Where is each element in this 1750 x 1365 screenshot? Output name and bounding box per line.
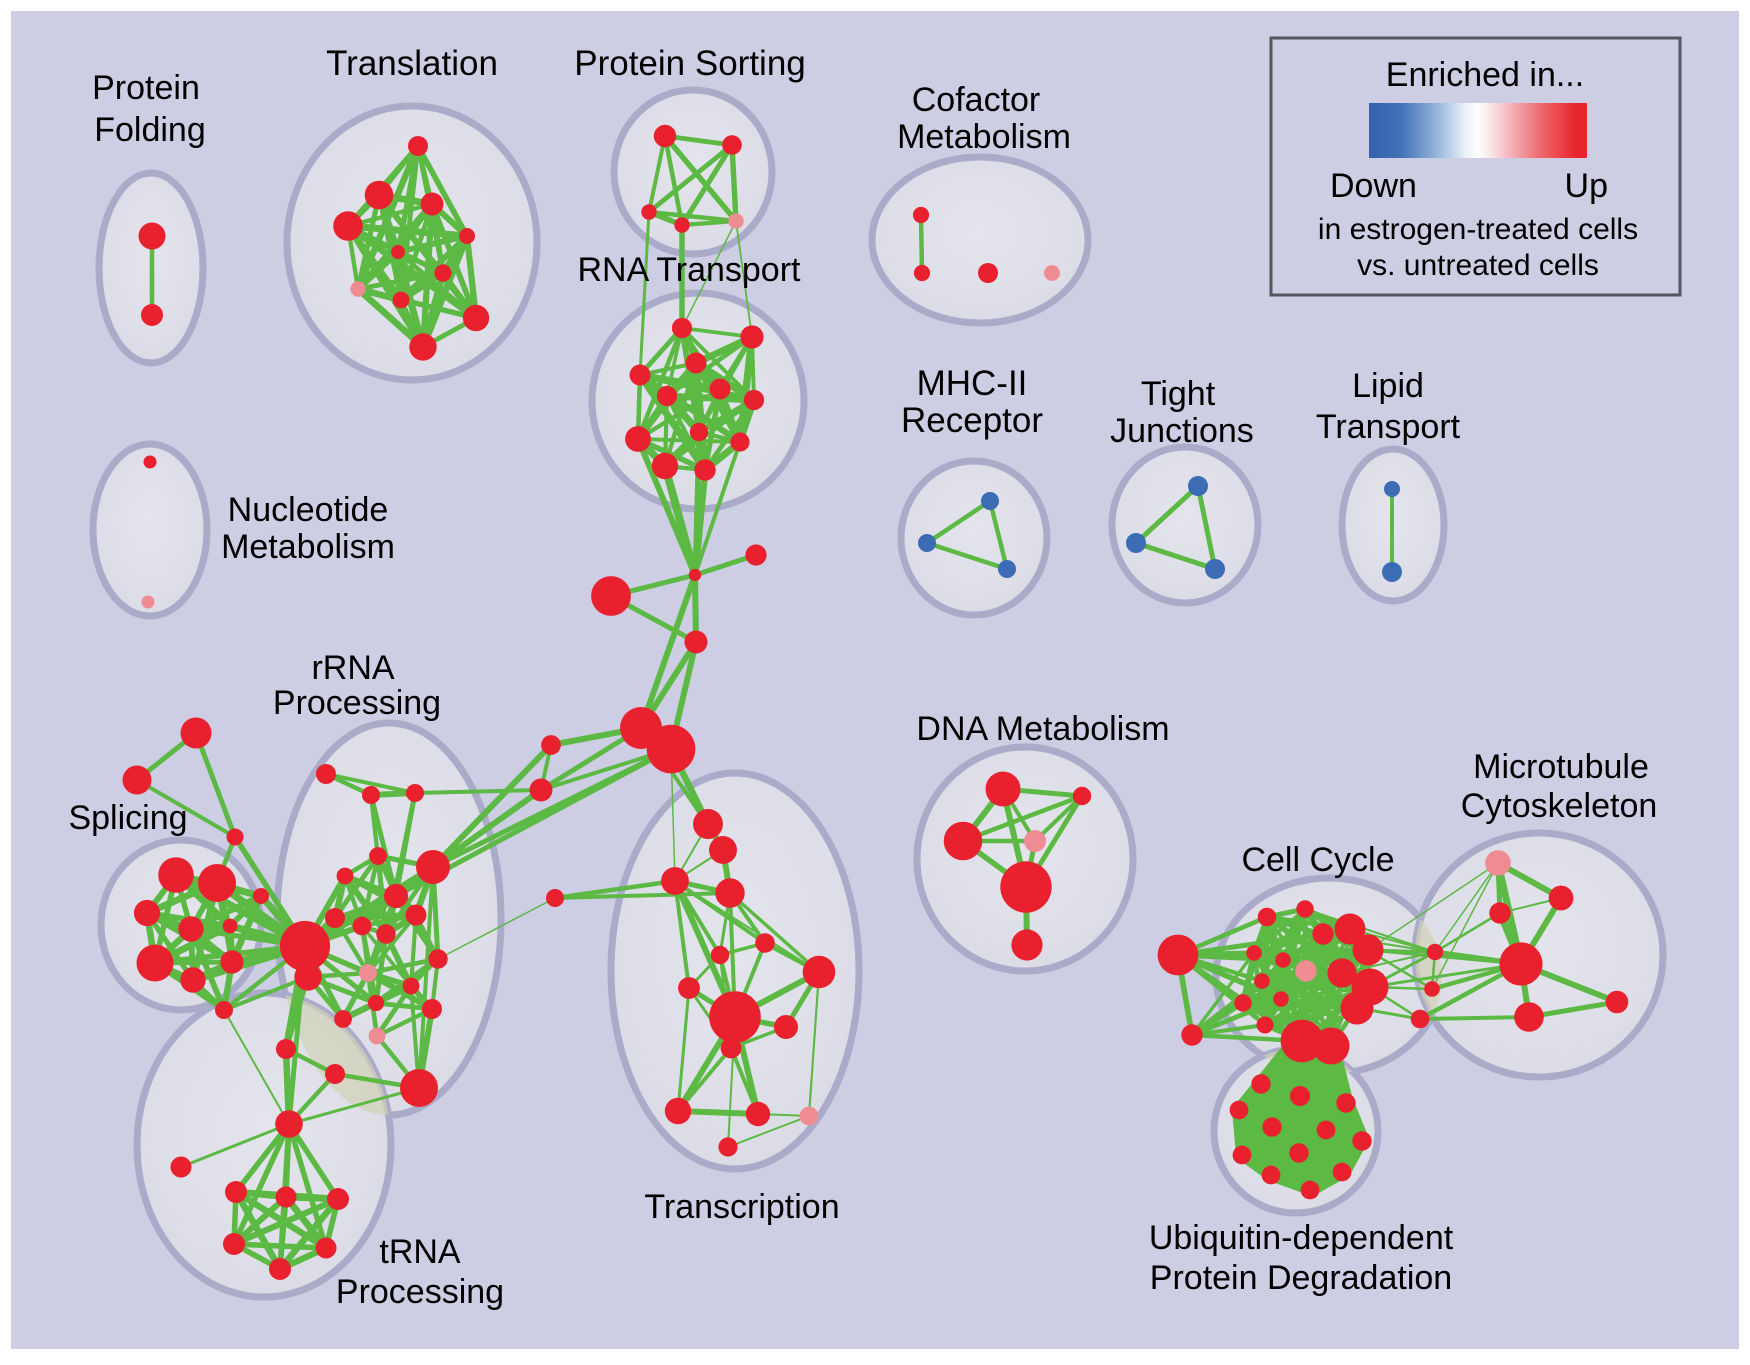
svg-text:vs. untreated cells: vs. untreated cells xyxy=(1357,249,1599,282)
svg-text:Metabolism: Metabolism xyxy=(897,118,1071,156)
svg-text:RNA Transport: RNA Transport xyxy=(578,251,802,289)
svg-text:Enriched in...: Enriched in... xyxy=(1386,56,1584,94)
svg-text:in estrogen-treated cells: in estrogen-treated cells xyxy=(1318,213,1638,246)
svg-text:Processing: Processing xyxy=(273,684,441,722)
svg-text:Transcription: Transcription xyxy=(644,1188,839,1226)
svg-text:Cell Cycle: Cell Cycle xyxy=(1241,841,1394,879)
svg-text:Protein: Protein xyxy=(92,69,200,107)
svg-text:Junctions: Junctions xyxy=(1110,412,1254,450)
svg-text:Lipid: Lipid xyxy=(1352,367,1424,405)
svg-text:MHC-II: MHC-II xyxy=(917,364,1028,403)
svg-text:Nucleotide: Nucleotide xyxy=(228,491,389,529)
svg-text:Receptor: Receptor xyxy=(901,401,1043,440)
svg-text:Cofactor: Cofactor xyxy=(912,81,1041,119)
svg-text:Cytoskeleton: Cytoskeleton xyxy=(1461,787,1658,825)
svg-text:Transport: Transport xyxy=(1316,408,1461,446)
svg-text:Tight: Tight xyxy=(1141,375,1216,413)
svg-text:Folding: Folding xyxy=(94,111,206,149)
svg-text:Down: Down xyxy=(1330,167,1417,205)
svg-text:Translation: Translation xyxy=(326,44,498,83)
svg-text:Metabolism: Metabolism xyxy=(221,528,395,566)
svg-text:Up: Up xyxy=(1565,167,1608,205)
svg-text:DNA Metabolism: DNA Metabolism xyxy=(916,710,1169,748)
svg-text:Microtubule: Microtubule xyxy=(1473,748,1649,786)
svg-text:Protein Sorting: Protein Sorting xyxy=(574,44,806,83)
svg-text:Processing: Processing xyxy=(336,1273,504,1311)
svg-text:rRNA: rRNA xyxy=(311,649,394,687)
svg-text:Protein Degradation: Protein Degradation xyxy=(1150,1259,1452,1297)
svg-text:Ubiquitin-dependent: Ubiquitin-dependent xyxy=(1149,1219,1454,1257)
svg-text:Splicing: Splicing xyxy=(68,799,187,837)
svg-text:tRNA: tRNA xyxy=(379,1233,461,1271)
